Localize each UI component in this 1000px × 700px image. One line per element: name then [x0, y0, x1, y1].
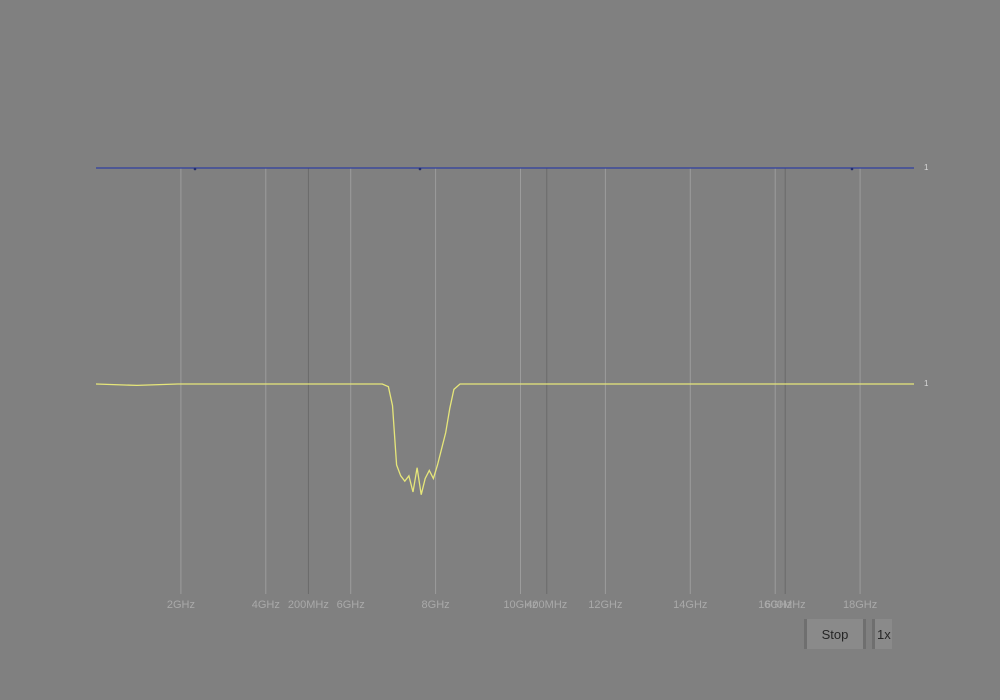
- tick-label-ghz: 4GHz: [252, 599, 280, 611]
- tick-label-ghz: 18GHz: [843, 599, 877, 611]
- tick-label-ghz: 10GHz: [503, 599, 537, 611]
- trace-dot: [418, 167, 422, 171]
- tick-label-mhz: 400MHz: [526, 599, 567, 611]
- series-marker-label-1: 1: [924, 163, 929, 172]
- series-layer: [95, 167, 914, 495]
- tick-label-ghz: 6GHz: [337, 599, 365, 611]
- series-line-2: [95, 383, 914, 495]
- trace-dot: [193, 167, 197, 171]
- tick-label-mhz: 200MHz: [288, 599, 329, 611]
- tick-label-ghz: 16GHz: [758, 599, 792, 611]
- stop-button[interactable]: Stop: [804, 619, 866, 649]
- speed-button-label: 1x: [877, 626, 891, 642]
- tick-label-ghz: 14GHz: [673, 599, 707, 611]
- trace-dot: [850, 167, 854, 171]
- tick-label-mhz: 600MHz: [765, 599, 806, 611]
- speed-button[interactable]: 1x: [872, 619, 892, 649]
- series-marker-label-2: 1: [924, 379, 929, 388]
- tick-label-ghz: 2GHz: [167, 599, 195, 611]
- tick-label-layer: 2GHz 4GHz 6GHz 8GHz 10GHz 12GHz 14GHz 16GHz 18GH…: [167, 163, 929, 611]
- stop-button-label: Stop: [821, 626, 849, 642]
- tick-label-ghz: 8GHz: [422, 599, 450, 611]
- tick-label-ghz: 12GHz: [588, 599, 622, 611]
- grid-layer: [180, 168, 861, 594]
